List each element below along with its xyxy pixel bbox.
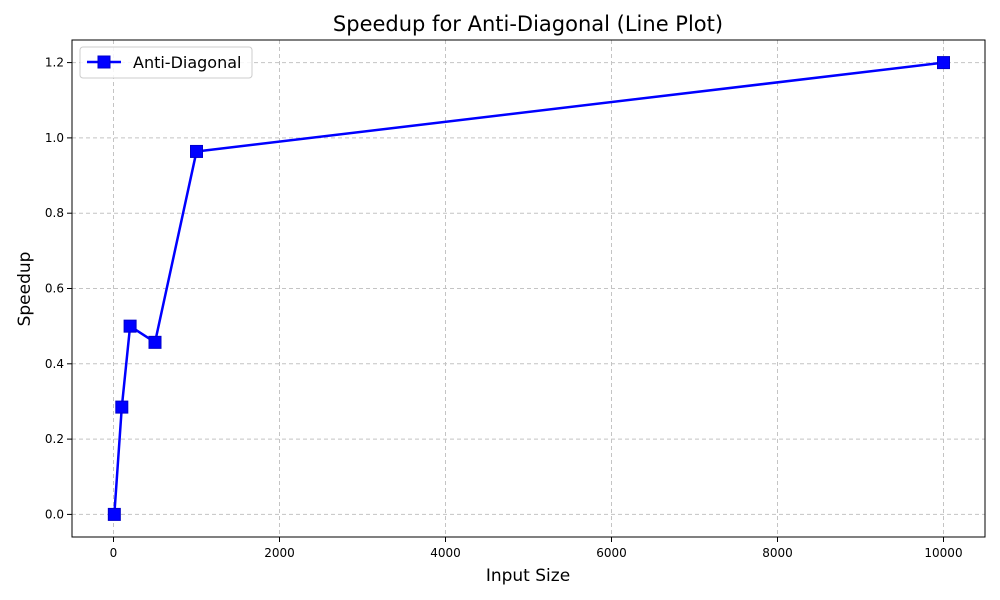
legend-label: Anti-Diagonal: [133, 53, 241, 72]
grid-lines: [72, 40, 985, 537]
x-tick-label: 8000: [762, 546, 793, 560]
data-point: [148, 335, 162, 349]
data-series: [107, 56, 950, 521]
data-point: [190, 144, 203, 158]
x-tick-label: 2000: [264, 546, 295, 560]
y-tick-label: 0.0: [45, 507, 64, 521]
legend-marker-swatch: [97, 55, 111, 69]
y-tick-label: 0.4: [45, 357, 64, 371]
chart-title: Speedup for Anti-Diagonal (Line Plot): [333, 12, 723, 36]
x-tick-label: 10000: [924, 546, 962, 560]
series-line: [113, 61, 944, 515]
data-point: [937, 56, 950, 70]
y-tick-label: 1.0: [45, 131, 64, 145]
data-point: [107, 507, 121, 521]
data-point: [115, 400, 129, 414]
x-tick-label: 0: [110, 546, 118, 560]
y-tick-label: 1.2: [45, 56, 64, 70]
x-tick-label: 4000: [430, 546, 461, 560]
x-tick-label: 6000: [596, 546, 627, 560]
y-tick-label: 0.2: [45, 432, 64, 446]
legend-box: [79, 46, 253, 79]
legend: Anti-Diagonal: [79, 46, 253, 79]
x-axis-title: Input Size: [486, 566, 570, 586]
y-axis-title: Speedup: [15, 252, 35, 327]
data-point: [123, 319, 137, 333]
axis-ticks: 0 2000 4000 6000 8000 10000 0.0 0.2 0.4 0.6 0.8 1.0…: [45, 56, 963, 560]
y-tick-label: 0.8: [45, 206, 64, 220]
y-tick-label: 0.6: [45, 282, 64, 296]
